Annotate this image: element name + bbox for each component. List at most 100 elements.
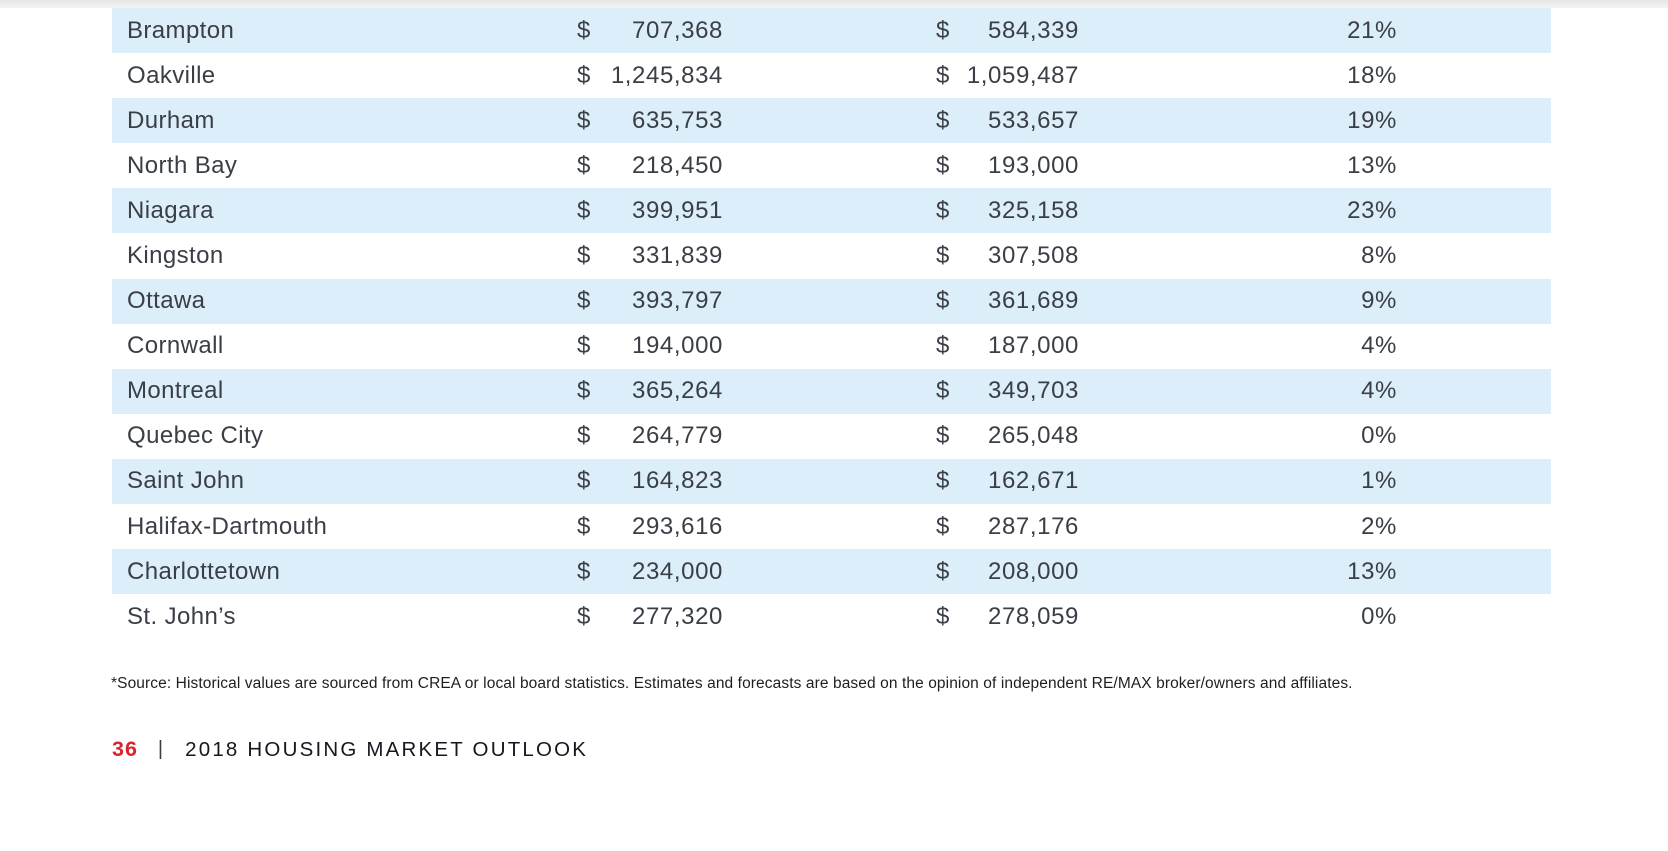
currency-symbol: $ bbox=[936, 61, 950, 89]
region-name: Niagara bbox=[127, 196, 214, 224]
currency-symbol: $ bbox=[577, 242, 591, 270]
percent-change: 0% bbox=[1361, 422, 1397, 450]
value-1: 331,839 bbox=[632, 242, 723, 270]
value-1-cell: $ 277,320 bbox=[577, 603, 723, 631]
value-2: 361,689 bbox=[988, 287, 1079, 315]
value-2: 584,339 bbox=[988, 16, 1079, 44]
currency-symbol: $ bbox=[936, 332, 950, 360]
value-1: 234,000 bbox=[632, 557, 723, 585]
percent-change: 18% bbox=[1347, 61, 1397, 89]
currency-symbol: $ bbox=[936, 602, 950, 630]
value-1: 164,823 bbox=[632, 467, 723, 495]
table-row: Saint John $ 164,823 $ 162,671 1% bbox=[112, 458, 1551, 505]
table-row: Oakville $ 1,245,834 $ 1,059,487 18% bbox=[112, 53, 1551, 99]
value-1-cell: $ 399,951 bbox=[577, 197, 723, 225]
region-name: Cornwall bbox=[127, 332, 224, 360]
currency-symbol: $ bbox=[577, 512, 591, 540]
percent-change: 13% bbox=[1347, 151, 1397, 179]
table-row: North Bay $ 218,450 $ 193,000 13% bbox=[112, 143, 1551, 189]
currency-symbol: $ bbox=[577, 422, 591, 450]
table-row: Cornwall $ 194,000 $ 187,000 4% bbox=[112, 323, 1551, 369]
value-1: 277,320 bbox=[632, 602, 723, 630]
currency-symbol: $ bbox=[577, 196, 591, 224]
currency-symbol: $ bbox=[577, 16, 591, 44]
value-1-cell: $ 331,839 bbox=[577, 242, 723, 270]
value-1-cell: $ 218,450 bbox=[577, 152, 723, 180]
value-1: 1,245,834 bbox=[610, 61, 723, 89]
percent-change: 0% bbox=[1361, 602, 1397, 630]
region-name: North Bay bbox=[127, 151, 238, 179]
footer-report-title: 2018 HOUSING MARKET OUTLOOK bbox=[185, 737, 589, 761]
currency-symbol: $ bbox=[577, 377, 591, 405]
value-1: 635,753 bbox=[632, 106, 723, 134]
page-footer: 36 | 2018 HOUSING MARKET OUTLOOK bbox=[112, 737, 588, 762]
table-row: Kingston $ 331,839 $ 307,508 8% bbox=[112, 233, 1551, 279]
value-1-cell: $ 293,616 bbox=[577, 513, 723, 541]
value-1-cell: $ 1,245,834 bbox=[577, 62, 723, 90]
percent-change: 13% bbox=[1347, 557, 1397, 585]
value-1: 365,264 bbox=[632, 377, 723, 405]
currency-symbol: $ bbox=[577, 61, 591, 89]
value-1-cell: $ 164,823 bbox=[577, 467, 723, 495]
value-1: 194,000 bbox=[632, 332, 723, 360]
value-1-cell: $ 264,779 bbox=[577, 422, 723, 450]
currency-symbol: $ bbox=[936, 106, 950, 134]
value-1-cell: $ 707,368 bbox=[577, 17, 723, 45]
currency-symbol: $ bbox=[936, 512, 950, 540]
value-1-cell: $ 234,000 bbox=[577, 558, 723, 586]
page-number: 36 bbox=[112, 737, 138, 761]
percent-change: 1% bbox=[1361, 467, 1397, 495]
table-row: Montreal $ 365,264 $ 349,703 4% bbox=[112, 368, 1551, 414]
value-2-cell: $ 278,059 bbox=[936, 603, 1079, 631]
value-2: 325,158 bbox=[988, 196, 1079, 224]
table-row: Ottawa $ 393,797 $ 361,689 9% bbox=[112, 278, 1551, 324]
percent-change: 19% bbox=[1347, 106, 1397, 134]
value-2: 208,000 bbox=[988, 557, 1079, 585]
table-row: Halifax-Dartmouth $ 293,616 $ 287,176 2% bbox=[112, 504, 1551, 550]
table-row: Brampton $ 707,368 $ 584,339 21% bbox=[112, 8, 1551, 54]
value-2-cell: $ 208,000 bbox=[936, 558, 1079, 586]
table-row: St. John’s $ 277,320 $ 278,059 0% bbox=[112, 594, 1551, 640]
region-name: Quebec City bbox=[127, 422, 264, 450]
page-top-edge bbox=[0, 0, 1668, 8]
currency-symbol: $ bbox=[577, 106, 591, 134]
currency-symbol: $ bbox=[936, 467, 950, 495]
value-2: 162,671 bbox=[988, 467, 1079, 495]
region-name: Brampton bbox=[127, 16, 235, 44]
value-2-cell: $ 533,657 bbox=[936, 107, 1079, 135]
percent-change: 4% bbox=[1361, 377, 1397, 405]
currency-symbol: $ bbox=[577, 287, 591, 315]
currency-symbol: $ bbox=[936, 377, 950, 405]
value-2: 307,508 bbox=[988, 242, 1079, 270]
value-2-cell: $ 361,689 bbox=[936, 287, 1079, 315]
region-name: Halifax-Dartmouth bbox=[127, 512, 328, 540]
percent-change: 4% bbox=[1361, 332, 1397, 360]
value-1: 218,450 bbox=[632, 151, 723, 179]
table-row: Durham $ 635,753 $ 533,657 19% bbox=[112, 98, 1551, 144]
percent-change: 21% bbox=[1347, 16, 1397, 44]
value-2-cell: $ 265,048 bbox=[936, 422, 1079, 450]
value-2: 1,059,487 bbox=[966, 61, 1079, 89]
value-1: 707,368 bbox=[632, 16, 723, 44]
table-row: Quebec City $ 264,779 $ 265,048 0% bbox=[112, 413, 1551, 459]
value-2-cell: $ 584,339 bbox=[936, 17, 1079, 45]
value-2: 349,703 bbox=[988, 377, 1079, 405]
footer-separator: | bbox=[157, 738, 164, 760]
value-1-cell: $ 393,797 bbox=[577, 287, 723, 315]
percent-change: 9% bbox=[1361, 287, 1397, 315]
value-1: 399,951 bbox=[632, 196, 723, 224]
value-2-cell: $ 349,703 bbox=[936, 377, 1079, 405]
value-2: 287,176 bbox=[988, 512, 1079, 540]
region-name: Charlottetown bbox=[127, 557, 281, 585]
value-2-cell: $ 187,000 bbox=[936, 332, 1079, 360]
region-name: Montreal bbox=[127, 377, 224, 405]
value-2-cell: $ 307,508 bbox=[936, 242, 1079, 270]
currency-symbol: $ bbox=[577, 557, 591, 585]
currency-symbol: $ bbox=[936, 287, 950, 315]
value-2-cell: $ 287,176 bbox=[936, 513, 1079, 541]
currency-symbol: $ bbox=[577, 332, 591, 360]
table-row: Charlottetown $ 234,000 $ 208,000 13% bbox=[112, 549, 1551, 595]
value-2-cell: $ 162,671 bbox=[936, 467, 1079, 495]
percent-change: 8% bbox=[1361, 242, 1397, 270]
currency-symbol: $ bbox=[936, 242, 950, 270]
